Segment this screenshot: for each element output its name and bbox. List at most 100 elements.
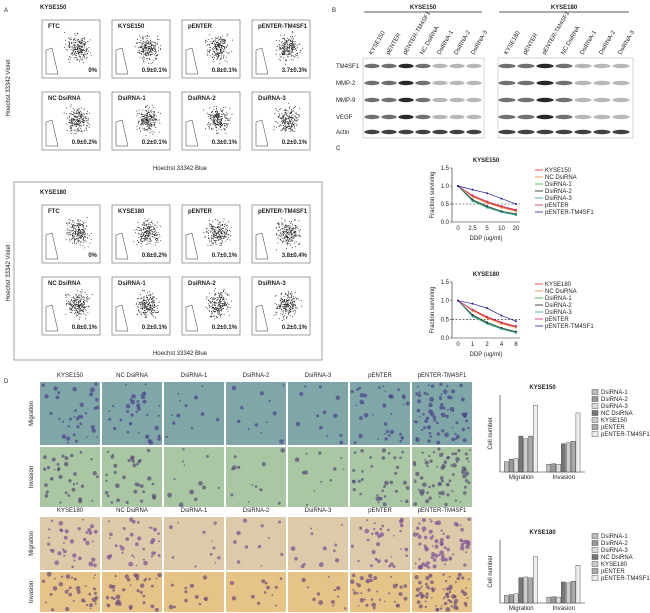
cell (429, 518, 432, 521)
dot (218, 292, 219, 294)
cell (49, 592, 53, 596)
dot (70, 128, 71, 130)
dot (79, 313, 81, 315)
dot (157, 239, 159, 241)
cell (436, 465, 438, 468)
dot (220, 232, 222, 234)
cell (449, 600, 453, 604)
cell (404, 547, 409, 552)
cell (395, 583, 399, 587)
dot (294, 45, 296, 47)
dot (75, 48, 77, 50)
dot (134, 46, 136, 48)
dot (142, 123, 144, 125)
dot (228, 234, 230, 236)
cell (377, 501, 380, 504)
dot (71, 124, 73, 126)
dot (223, 313, 225, 315)
dot (291, 227, 293, 229)
dot (81, 51, 83, 53)
cell (399, 439, 403, 443)
dot (291, 50, 293, 52)
dot (210, 306, 212, 308)
dot (82, 310, 84, 312)
dot (87, 312, 89, 314)
cell (366, 538, 370, 542)
cell (464, 452, 468, 456)
dot (72, 221, 74, 223)
cell (41, 383, 45, 387)
cell (394, 489, 398, 493)
dot (152, 121, 154, 123)
dot (225, 236, 227, 237)
dot (159, 122, 161, 124)
scatter-dots (205, 288, 233, 320)
dot (71, 297, 73, 299)
dot (212, 46, 214, 48)
dot (149, 119, 151, 121)
dot (225, 233, 227, 235)
dot (284, 112, 286, 113)
dot (83, 304, 84, 306)
dot (92, 294, 94, 295)
dot (158, 311, 159, 313)
dot (296, 47, 298, 49)
dot (157, 55, 158, 56)
dot (299, 231, 301, 233)
dot (228, 52, 230, 54)
band (612, 80, 630, 86)
dot (295, 116, 297, 118)
cell (95, 398, 99, 402)
bar (523, 576, 529, 604)
dot (157, 305, 159, 307)
dot (70, 308, 72, 309)
dot (284, 229, 286, 231)
plot-value: 0.2±0.1% (282, 140, 308, 146)
dot (282, 38, 284, 39)
dot (221, 48, 223, 50)
dot (137, 113, 139, 115)
dot (226, 308, 228, 310)
dot (81, 291, 83, 293)
dot (287, 50, 289, 52)
legend-label: DsiRNA-3 (545, 310, 572, 316)
cell (386, 528, 390, 532)
dot (78, 122, 79, 124)
dot (221, 296, 223, 298)
x-tick-label: Migration (509, 475, 534, 481)
cell (383, 422, 388, 426)
dot (69, 130, 71, 132)
dot (291, 232, 293, 234)
y-axis-label: Hoechst 33342 Violet (6, 244, 12, 301)
dot (147, 227, 149, 229)
band (574, 63, 592, 69)
dot (223, 128, 225, 130)
dot (74, 241, 75, 243)
chart-title: KYSE150 (473, 158, 500, 164)
dot (148, 300, 150, 301)
dot (73, 232, 75, 234)
dot (83, 108, 85, 110)
dot (294, 48, 296, 50)
cell (359, 576, 364, 581)
dot (79, 235, 81, 237)
band (364, 97, 380, 103)
cell (352, 589, 355, 592)
x-axis-label: Hoechst 33342 Blue (153, 351, 208, 357)
dot (284, 38, 285, 40)
dot (287, 300, 289, 301)
dot (224, 46, 226, 47)
dot (279, 239, 281, 241)
dot (80, 235, 82, 237)
dot (82, 296, 84, 298)
dot (143, 227, 145, 228)
cell (465, 457, 469, 460)
dot (209, 118, 211, 120)
cell (390, 556, 393, 558)
dot (207, 125, 209, 127)
dot (77, 306, 79, 308)
cell (146, 413, 149, 417)
dot (154, 304, 156, 306)
band (381, 80, 397, 86)
dot (285, 309, 287, 311)
